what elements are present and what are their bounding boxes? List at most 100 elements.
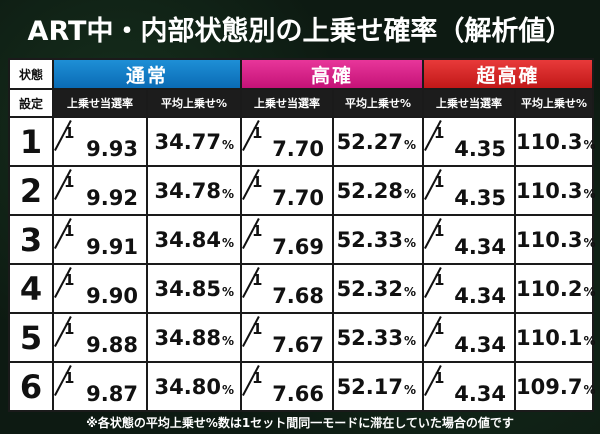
- rate-cell: 1 9.87: [52, 361, 148, 412]
- table-row: 6 1 9.87 34.80% 1 7.66 52.17% 1 4.34 109.7%: [8, 361, 596, 412]
- avg-value: 110.3: [516, 227, 583, 252]
- avg-cell: 52.33%: [332, 214, 425, 265]
- rate-cell: 1 4.34: [422, 361, 517, 412]
- page-title: ART中・内部状態別の上乗せ確率（解析値）: [27, 15, 573, 47]
- fraction-denominator: 7.69: [272, 235, 325, 259]
- avg-value: 52.33: [336, 227, 403, 252]
- percent-unit: %: [221, 186, 235, 201]
- state-label: 状態: [8, 58, 54, 90]
- setting-number: 2: [8, 165, 54, 216]
- avg-value: 34.80: [154, 374, 221, 399]
- rate-cell: 1 4.34: [422, 263, 517, 314]
- setting-number: 5: [8, 312, 54, 363]
- fraction-denominator: 9.91: [86, 235, 138, 259]
- fraction-numerator: 1: [434, 124, 445, 142]
- fraction-denominator: 7.70: [272, 137, 325, 161]
- setting-number: 4: [8, 263, 54, 314]
- probability-table: 状態 通常 高確 超高確 設定 上乗せ当選率 平均上乗せ% 上乗せ当選率 平均上…: [8, 58, 596, 412]
- percent-unit: %: [404, 137, 417, 152]
- avg-value: 52.33: [336, 325, 403, 350]
- avg-value: 110.3: [516, 178, 583, 203]
- avg-value: 34.78: [154, 178, 221, 203]
- fraction-numerator: 1: [64, 369, 75, 387]
- group-normal: 通常: [51, 58, 243, 90]
- fraction-denominator: 4.35: [454, 186, 507, 210]
- percent-unit: %: [404, 382, 417, 397]
- setting-number: 3: [8, 214, 54, 265]
- fraction-denominator: 9.87: [86, 382, 138, 406]
- setting-label: 設定: [8, 88, 54, 118]
- fraction-denominator: 9.88: [86, 333, 138, 357]
- subheader-rate: 上乗せ当選率: [422, 88, 517, 118]
- fraction-denominator: 4.34: [454, 382, 507, 406]
- rate-cell: 1 4.34: [422, 312, 517, 363]
- avg-value: 52.28: [336, 178, 403, 203]
- percent-unit: %: [583, 137, 596, 152]
- percent-unit: %: [583, 186, 596, 201]
- fraction-numerator: 1: [434, 173, 445, 191]
- rate-cell: 1 4.35: [422, 116, 517, 167]
- subheader-avg: 平均上乗せ%: [145, 88, 243, 118]
- avg-cell: 34.85%: [145, 263, 243, 314]
- fraction-denominator: 9.92: [86, 186, 138, 210]
- group-super-high: 超高確: [422, 58, 595, 90]
- fraction-numerator: 1: [434, 271, 445, 289]
- fraction-denominator: 4.34: [454, 284, 507, 308]
- avg-cell: 34.77%: [145, 116, 243, 167]
- subheader-avg: 平均上乗せ%: [514, 88, 595, 118]
- rate-cell: 1 9.93: [52, 116, 148, 167]
- setting-number: 6: [8, 361, 54, 412]
- table-row: 1 1 9.93 34.77% 1 7.70 52.27% 1 4.35 110.3%: [8, 116, 596, 167]
- fraction-numerator: 1: [434, 222, 445, 240]
- percent-unit: %: [221, 284, 235, 299]
- avg-value: 34.85: [154, 276, 221, 301]
- group-high: 高確: [240, 58, 425, 90]
- percent-unit: %: [404, 186, 417, 201]
- fraction-numerator: 1: [252, 124, 263, 142]
- rate-cell: 1 4.35: [422, 165, 517, 216]
- rate-cell: 1 4.34: [422, 214, 517, 265]
- fraction-denominator: 4.35: [454, 137, 507, 161]
- fraction-numerator: 1: [64, 173, 75, 191]
- avg-cell: 110.2%: [514, 263, 596, 314]
- avg-value: 110.1: [516, 325, 583, 350]
- rate-cell: 1 9.92: [52, 165, 148, 216]
- avg-cell: 110.3%: [514, 116, 596, 167]
- footnote: ※各状態の平均上乗せ%数は1セット間同一モードに滞在していた場合の値です: [86, 416, 514, 430]
- percent-unit: %: [583, 382, 596, 397]
- fraction-numerator: 1: [252, 222, 263, 240]
- table-row: 3 1 9.91 34.84% 1 7.69 52.33% 1 4.34 110.3%: [8, 214, 596, 265]
- fraction-denominator: 7.70: [272, 186, 325, 210]
- avg-cell: 52.28%: [332, 165, 425, 216]
- avg-cell: 110.3%: [514, 214, 596, 265]
- avg-cell: 110.1%: [514, 312, 596, 363]
- fraction-numerator: 1: [252, 173, 263, 191]
- fraction-denominator: 4.34: [454, 333, 507, 357]
- rate-cell: 1 7.67: [240, 312, 335, 363]
- avg-cell: 34.88%: [145, 312, 243, 363]
- percent-unit: %: [221, 235, 235, 250]
- rate-cell: 1 7.70: [240, 165, 335, 216]
- avg-value: 110.2: [516, 276, 583, 301]
- fraction-denominator: 4.34: [454, 235, 507, 259]
- avg-cell: 34.80%: [145, 361, 243, 412]
- avg-value: 34.84: [154, 227, 221, 252]
- fraction-numerator: 1: [252, 369, 263, 387]
- avg-cell: 52.27%: [332, 116, 425, 167]
- rate-cell: 1 7.70: [240, 116, 335, 167]
- setting-number: 1: [8, 116, 54, 167]
- avg-value: 52.27: [336, 129, 403, 154]
- rate-cell: 1 9.90: [52, 263, 148, 314]
- percent-unit: %: [404, 284, 417, 299]
- avg-cell: 34.78%: [145, 165, 243, 216]
- avg-cell: 34.84%: [145, 214, 243, 265]
- percent-unit: %: [221, 382, 235, 397]
- avg-value: 109.7: [516, 374, 583, 399]
- avg-cell: 109.7%: [514, 361, 596, 412]
- fraction-denominator: 7.67: [272, 333, 325, 357]
- avg-value: 34.77: [154, 129, 221, 154]
- fraction-denominator: 9.90: [86, 284, 138, 308]
- subheader-rate: 上乗せ当選率: [52, 88, 148, 118]
- fraction-denominator: 9.93: [86, 137, 138, 161]
- avg-cell: 52.32%: [332, 263, 425, 314]
